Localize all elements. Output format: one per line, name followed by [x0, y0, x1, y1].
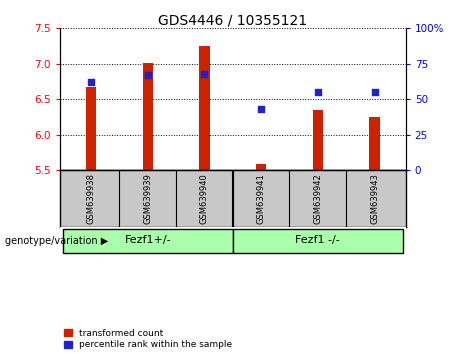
Text: genotype/variation ▶: genotype/variation ▶ [5, 236, 108, 246]
Bar [313, 110, 323, 170]
Point [88, 79, 95, 85]
Text: Fezf1+/-: Fezf1+/- [124, 235, 171, 245]
FancyBboxPatch shape [63, 229, 233, 253]
Point [371, 89, 378, 95]
Point [201, 71, 208, 76]
Text: GSM639940: GSM639940 [200, 173, 209, 224]
Point [314, 89, 321, 95]
Bar [143, 63, 153, 170]
Text: GSM639943: GSM639943 [370, 173, 379, 224]
Bar [369, 117, 379, 170]
Legend: transformed count, percentile rank within the sample: transformed count, percentile rank withi… [65, 329, 232, 349]
Bar [199, 46, 210, 170]
Point [144, 72, 152, 78]
Bar [256, 164, 266, 170]
Point [257, 106, 265, 112]
Bar [86, 87, 96, 170]
Text: GSM639942: GSM639942 [313, 173, 322, 224]
Text: GSM639938: GSM639938 [87, 173, 95, 224]
Text: GSM639941: GSM639941 [257, 173, 266, 224]
Title: GDS4446 / 10355121: GDS4446 / 10355121 [158, 13, 307, 27]
Text: GSM639939: GSM639939 [143, 173, 152, 224]
FancyBboxPatch shape [233, 229, 403, 253]
Text: Fezf1 -/-: Fezf1 -/- [296, 235, 340, 245]
